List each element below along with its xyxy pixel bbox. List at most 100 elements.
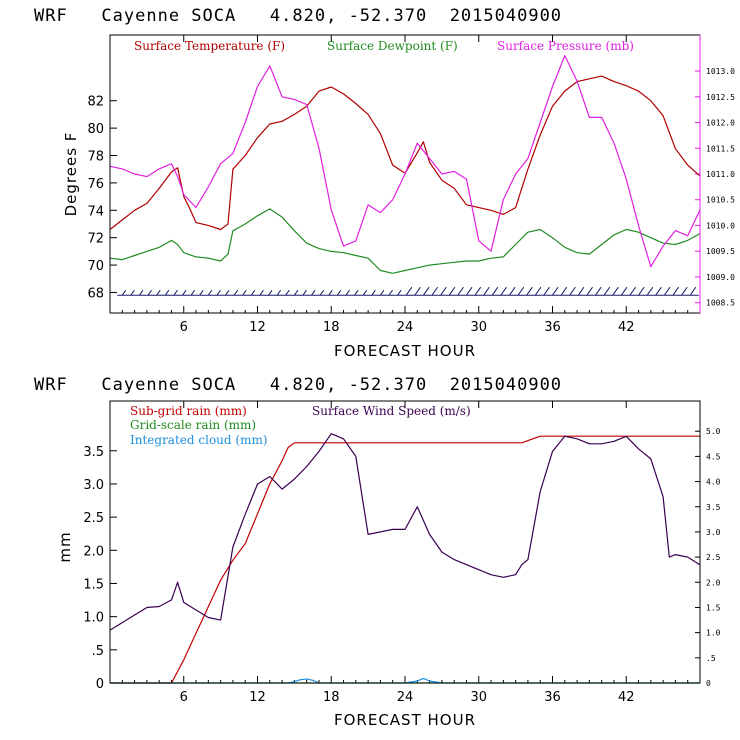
y2-tick-label: 3.5 — [706, 503, 721, 512]
wind-barb — [259, 289, 264, 296]
wind-barb — [156, 289, 161, 296]
wind-barb — [681, 286, 688, 296]
wind-barb — [620, 286, 628, 296]
wind-barb — [689, 286, 697, 296]
x-tick-label: 36 — [544, 320, 561, 335]
legend-surface-wind-speed: Surface Wind Speed (m/s) — [312, 404, 471, 418]
y2-tick-label: 2.5 — [706, 553, 721, 562]
series-line-sub-grid-rain-mm — [110, 435, 700, 684]
wind-barb — [285, 289, 290, 296]
y2-tick-label: 2.0 — [706, 578, 721, 587]
wind-barb — [423, 286, 430, 296]
y2-tick-label: 1011.5 — [706, 144, 735, 153]
y2-tick-label: 1011.0 — [706, 170, 735, 179]
wind-barb — [173, 289, 178, 296]
rain-x-axis-label: FORECAST HOUR — [334, 711, 476, 729]
x-tick-label: 42 — [618, 690, 635, 705]
rain-plot-frame — [109, 400, 701, 684]
wind-barb — [509, 286, 516, 296]
wind-barb — [362, 289, 368, 296]
wind-barb — [130, 289, 135, 296]
legend-sub-grid-rain: Sub-grid rain (mm) — [130, 404, 247, 418]
series-line-surface-pressure-mb — [109, 55, 701, 268]
wind-barb — [543, 286, 550, 296]
x-tick-label: 42 — [618, 320, 635, 335]
series-line-surface-wind-speed-m-s — [109, 433, 701, 631]
wind-barb — [534, 286, 542, 296]
y2-tick-label: 1.5 — [706, 603, 721, 612]
wind-barb — [405, 286, 413, 296]
wind-barb — [440, 286, 447, 296]
wind-barb — [448, 286, 456, 296]
y-tick-label: 76 — [87, 177, 104, 192]
wind-barb — [491, 286, 499, 296]
wind-barb — [233, 289, 239, 296]
wind-barb — [414, 286, 421, 296]
x-tick-label: 30 — [470, 320, 487, 335]
y-tick-label: 1.0 — [83, 611, 104, 626]
x-tick-label: 6 — [180, 320, 188, 335]
y2-tick-label: 1009.0 — [706, 273, 735, 282]
y2-tick-label: 4.0 — [706, 478, 721, 487]
y2-tick-label: 3.0 — [706, 528, 721, 537]
y-tick-label: 82 — [87, 95, 104, 110]
y2-tick-label: 5.0 — [706, 427, 721, 436]
wind-barb — [328, 289, 333, 296]
x-tick-label: 12 — [249, 690, 266, 705]
legend-surface-temperature: Surface Temperature (F) — [134, 39, 285, 53]
wind-barb — [302, 289, 307, 296]
wind-barb — [345, 289, 350, 296]
y-tick-label: 72 — [87, 232, 104, 247]
series-line-surface-dewpoint-f — [109, 208, 701, 274]
y2-tick-label: 4.5 — [706, 452, 721, 461]
wind-barb — [603, 286, 611, 296]
y2-tick-label: 1012.5 — [706, 93, 735, 102]
wind-barb — [164, 289, 170, 296]
y-tick-label: 0 — [96, 677, 104, 692]
legend-integrated-cloud: Integrated cloud (mm) — [130, 433, 268, 447]
wind-barb — [371, 289, 376, 296]
y-tick-label: 1.5 — [83, 577, 104, 592]
y-tick-label: .5 — [92, 644, 104, 659]
wind-barb — [595, 286, 602, 296]
wind-barb — [354, 289, 359, 296]
y-tick-label: 80 — [87, 122, 104, 137]
wind-barb — [182, 289, 187, 296]
x-tick-label: 24 — [397, 320, 414, 335]
wind-barb — [216, 289, 221, 296]
y2-tick-label: 1009.5 — [706, 247, 735, 256]
y2-tick-label: 1010.5 — [706, 196, 735, 205]
x-tick-label: 30 — [470, 690, 487, 705]
y-tick-label: 74 — [87, 204, 104, 219]
wind-barb — [560, 286, 568, 296]
y2-tick-label: 1013.0 — [706, 67, 735, 76]
temperature-y-axis-label: Degrees F — [62, 132, 80, 217]
y2-tick-label: 1008.5 — [706, 299, 735, 308]
rain-chart-title: WRF Cayenne SOCA 4.820, -52.370 20150409… — [34, 375, 562, 395]
y-tick-label: 3.0 — [83, 478, 104, 493]
x-tick-label: 12 — [249, 320, 266, 335]
wind-barb — [655, 286, 662, 296]
y-tick-label: 2.0 — [83, 544, 104, 559]
temperature-chart-title: WRF Cayenne SOCA 4.820, -52.370 20150409… — [34, 6, 562, 26]
y-tick-label: 2.5 — [83, 511, 104, 526]
wind-barb — [250, 289, 256, 296]
x-tick-label: 36 — [544, 690, 561, 705]
wind-barb — [199, 289, 204, 296]
wind-barb — [569, 286, 576, 296]
y-tick-label: 70 — [87, 259, 104, 274]
wind-barb — [663, 286, 671, 296]
wind-barb — [190, 289, 196, 296]
y2-tick-label: 1.0 — [706, 629, 721, 638]
wind-barb — [139, 289, 144, 296]
wind-barb — [483, 286, 490, 296]
wind-barb — [268, 289, 273, 296]
wind-barb — [577, 286, 585, 296]
wind-barb — [380, 289, 385, 296]
wind-barb — [646, 286, 654, 296]
wind-barb — [319, 289, 325, 296]
temperature-chart: WRF Cayenne SOCA 4.820, -52.370 20150409… — [34, 6, 735, 360]
y2-tick-label: 1012.0 — [706, 119, 735, 128]
x-tick-label: 6 — [180, 690, 188, 705]
